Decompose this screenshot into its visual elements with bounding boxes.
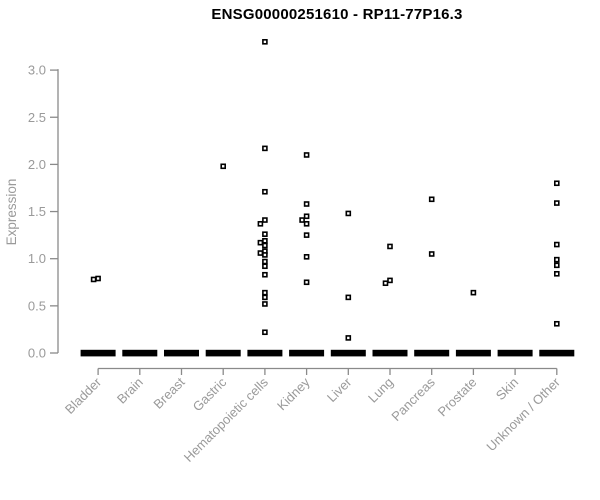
y-tick-label: 0.5	[28, 298, 46, 313]
data-point[interactable]	[303, 213, 310, 220]
data-point[interactable]	[303, 152, 310, 158]
y-tick-label: 0.0	[28, 346, 46, 361]
data-point[interactable]	[303, 201, 310, 207]
data-point[interactable]	[553, 256, 560, 263]
x-tick-label-unknown-other: Unknown / Other	[483, 374, 563, 454]
data-point[interactable]	[303, 254, 310, 260]
zero-expression-bar[interactable]	[247, 349, 283, 357]
x-tick-label-kidney: Kidney	[274, 374, 313, 413]
x-tick-label-bladder: Bladder	[62, 374, 105, 417]
data-point[interactable]	[257, 221, 264, 227]
data-point[interactable]	[90, 276, 97, 283]
data-point[interactable]	[262, 217, 268, 223]
data-point[interactable]	[553, 270, 560, 277]
data-point[interactable]	[262, 252, 268, 258]
data-point[interactable]	[262, 263, 268, 270]
data-point[interactable]	[387, 243, 393, 250]
data-point[interactable]	[303, 279, 310, 286]
data-point[interactable]	[553, 200, 560, 206]
zero-expression-bar[interactable]	[330, 349, 366, 357]
data-point[interactable]	[257, 239, 264, 246]
data-point[interactable]	[345, 294, 352, 301]
x-tick-label-brain: Brain	[114, 375, 146, 407]
data-point[interactable]	[470, 289, 477, 296]
zero-expression-bar[interactable]	[289, 349, 325, 357]
y-tick-label: 1.0	[28, 251, 46, 266]
data-point[interactable]	[220, 163, 226, 170]
data-point[interactable]	[262, 39, 268, 45]
zero-expression-bar[interactable]	[497, 349, 533, 357]
data-point[interactable]	[95, 275, 101, 282]
data-point[interactable]	[553, 320, 560, 327]
data-point[interactable]	[262, 231, 268, 237]
data-point[interactable]	[382, 280, 389, 287]
zero-expression-bar[interactable]	[372, 349, 408, 357]
y-tick-label: 2.0	[28, 157, 46, 172]
data-point[interactable]	[303, 221, 310, 227]
data-point[interactable]	[553, 180, 560, 187]
data-point[interactable]	[428, 251, 435, 257]
data-point[interactable]	[299, 217, 305, 223]
data-point[interactable]	[257, 250, 264, 256]
zero-expression-bar[interactable]	[539, 349, 575, 357]
zero-expression-bar[interactable]	[414, 349, 450, 357]
data-point[interactable]	[345, 210, 352, 217]
y-tick-label: 3.0	[28, 63, 46, 78]
zero-expression-bar[interactable]	[164, 349, 199, 357]
data-point[interactable]	[262, 301, 268, 307]
x-tick-label-gastric: Gastric	[190, 374, 230, 414]
chart-title: ENSG00000251610 - RP11-77P16.3	[211, 6, 463, 23]
data-point[interactable]	[262, 237, 268, 244]
x-tick-label-pancreas: Pancreas	[388, 374, 438, 424]
zero-expression-bar[interactable]	[80, 349, 116, 357]
data-point[interactable]	[345, 335, 352, 341]
data-point[interactable]	[262, 294, 268, 301]
data-point[interactable]	[262, 258, 268, 265]
data-point[interactable]	[262, 289, 268, 296]
data-point[interactable]	[428, 196, 435, 203]
data-point[interactable]	[262, 145, 268, 152]
x-tick-label-liver: Liver	[324, 374, 355, 405]
x-tick-label-skin: Skin	[493, 375, 521, 403]
x-tick-label-prostate: Prostate	[435, 375, 480, 420]
zero-expression-bar[interactable]	[455, 349, 491, 357]
data-point[interactable]	[553, 262, 560, 269]
data-point[interactable]	[303, 232, 310, 238]
x-tick-label-breast: Breast	[150, 374, 187, 411]
zero-expression-bar[interactable]	[122, 349, 158, 357]
zero-expression-bar[interactable]	[205, 349, 241, 357]
data-point[interactable]	[387, 277, 393, 284]
y-tick-label: 2.5	[28, 110, 46, 125]
data-point[interactable]	[262, 188, 268, 195]
data-point[interactable]	[262, 242, 268, 249]
y-tick-label: 1.5	[28, 204, 46, 219]
data-point[interactable]	[262, 271, 268, 278]
data-point[interactable]	[262, 329, 268, 336]
x-tick-label-lung: Lung	[365, 375, 396, 406]
data-point[interactable]	[553, 241, 560, 248]
